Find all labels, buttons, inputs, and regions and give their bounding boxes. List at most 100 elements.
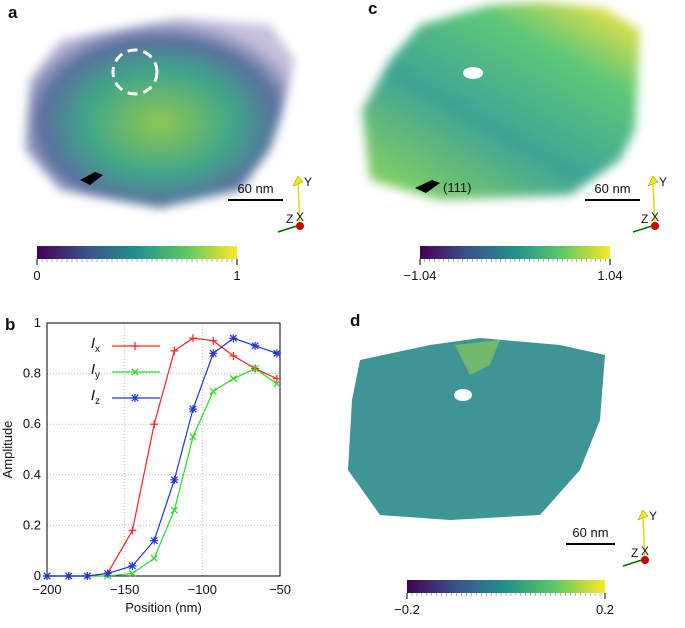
- image-d: [348, 338, 605, 520]
- marker: [128, 561, 137, 570]
- marker-stroke: [209, 387, 217, 395]
- marker-stroke: [170, 506, 178, 514]
- colorbar-tick-label: 1.04: [597, 268, 622, 283]
- y-axis-label: Amplitude: [0, 421, 15, 479]
- scale-label: 60 nm: [594, 181, 630, 196]
- panel-label: d: [350, 311, 360, 330]
- circle-marker: [111, 48, 159, 96]
- marker-stroke: [273, 349, 281, 357]
- marker: [150, 420, 159, 429]
- scale-label: 60 nm: [572, 525, 608, 540]
- x-tick-label: −200: [32, 582, 61, 597]
- axis-label: Z: [631, 546, 638, 560]
- marker: [209, 349, 218, 358]
- panel-label: b: [5, 315, 15, 334]
- marker-stroke: [189, 405, 197, 413]
- x-axis-label: Position (nm): [125, 600, 202, 615]
- axis-origin: [641, 556, 649, 564]
- marker: [229, 334, 238, 343]
- axis-label: Y: [649, 509, 657, 523]
- marker-stroke: [128, 562, 137, 570]
- marker: [131, 368, 139, 376]
- axis-head: [292, 175, 304, 187]
- x-tick-label: −150: [110, 582, 139, 597]
- marker: [43, 572, 51, 580]
- marker: [189, 334, 198, 343]
- marker: [150, 536, 159, 545]
- strain-patch: [455, 340, 500, 375]
- marker-stroke: [209, 349, 217, 357]
- y-tick-label: 0.2: [23, 517, 41, 532]
- marker-stroke: [229, 375, 238, 383]
- colorbar-tick-label: −1.04: [404, 268, 437, 283]
- series-line: [47, 367, 278, 577]
- axis-y: [652, 184, 656, 226]
- marker: [131, 394, 139, 402]
- marker: [229, 351, 238, 360]
- image-c: [362, 2, 640, 200]
- marker-stroke: [251, 364, 259, 373]
- image-a: [25, 18, 295, 208]
- marker: [170, 506, 178, 514]
- hole: [454, 389, 472, 401]
- axis-y: [297, 184, 301, 226]
- legend-sub: z: [95, 396, 100, 407]
- panel-label: a: [8, 3, 18, 22]
- scale-label: 60 nm: [237, 181, 273, 196]
- marker-stroke: [150, 536, 158, 545]
- marker: [189, 405, 198, 414]
- axis-label: Z: [286, 212, 293, 226]
- annotation: (111): [443, 180, 471, 195]
- legend-label: Iy: [91, 361, 100, 381]
- colorbar: [37, 246, 237, 259]
- y-tick-label: 0.8: [23, 366, 41, 381]
- marker-stroke: [103, 569, 112, 578]
- legend-main: I: [91, 335, 95, 352]
- marker-stroke: [83, 572, 92, 580]
- marker-stroke: [229, 334, 238, 342]
- marker-stroke: [65, 572, 73, 580]
- axis-y: [642, 518, 646, 560]
- marker-stroke: [128, 569, 137, 578]
- marker-stroke: [273, 380, 281, 388]
- marker: [272, 374, 281, 383]
- marker: [189, 433, 197, 441]
- hole: [463, 67, 483, 79]
- axis-label: X: [641, 544, 649, 558]
- marker: [170, 346, 179, 355]
- axis-head: [637, 509, 649, 521]
- axis-label: X: [651, 210, 659, 224]
- marker: [128, 569, 137, 578]
- marker: [209, 336, 218, 345]
- axis-label: Y: [304, 175, 312, 189]
- legend-main: I: [91, 387, 95, 404]
- marker: [103, 569, 112, 578]
- arrow: [415, 180, 440, 193]
- y-tick-label: 0.6: [23, 416, 41, 431]
- axis-label: Y: [659, 175, 667, 189]
- marker: [273, 380, 281, 388]
- marker: [128, 526, 137, 535]
- legend-sub: y: [95, 370, 100, 381]
- axis-origin: [296, 222, 304, 230]
- axis-head: [647, 175, 659, 187]
- colorbar-tick-label: −0.2: [394, 602, 420, 617]
- marker-stroke: [43, 572, 51, 580]
- colorbar: [420, 246, 610, 259]
- marker: [209, 387, 217, 395]
- marker-stroke: [150, 554, 158, 562]
- marker: [229, 375, 238, 383]
- legend-sub: x: [95, 344, 100, 355]
- marker: [150, 554, 158, 562]
- x-tick-label: −100: [188, 582, 217, 597]
- marker: [272, 349, 281, 358]
- legend-main: I: [91, 361, 95, 378]
- y-tick-label: 0: [34, 568, 41, 583]
- colorbar-tick-label: 1: [233, 268, 240, 283]
- axis-label: X: [296, 210, 304, 224]
- marker: [131, 342, 139, 350]
- x-tick-label: −50: [269, 582, 291, 597]
- panel-label: c: [368, 0, 377, 18]
- axis-label: Z: [641, 212, 648, 226]
